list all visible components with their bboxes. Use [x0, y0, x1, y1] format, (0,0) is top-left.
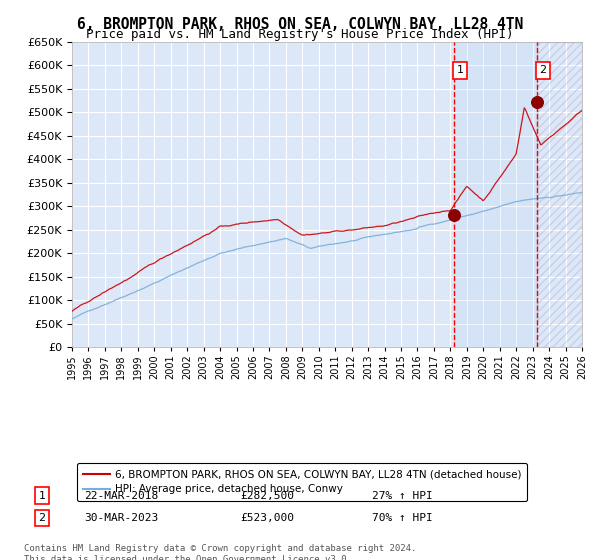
- Bar: [536, 42, 582, 347]
- Point: [449, 210, 459, 219]
- Text: Price paid vs. HM Land Registry's House Price Index (HPI): Price paid vs. HM Land Registry's House …: [86, 28, 514, 41]
- Bar: [536, 42, 582, 347]
- Text: 1: 1: [457, 65, 463, 75]
- Text: Contains HM Land Registry data © Crown copyright and database right 2024.
This d: Contains HM Land Registry data © Crown c…: [24, 544, 416, 560]
- Point: [532, 97, 541, 106]
- Text: 70% ↑ HPI: 70% ↑ HPI: [372, 513, 433, 523]
- Text: £282,500: £282,500: [240, 491, 294, 501]
- Text: 22-MAR-2018: 22-MAR-2018: [84, 491, 158, 501]
- Text: 2: 2: [38, 513, 46, 523]
- Bar: [454, 42, 536, 347]
- Text: 27% ↑ HPI: 27% ↑ HPI: [372, 491, 433, 501]
- Legend: 6, BROMPTON PARK, RHOS ON SEA, COLWYN BAY, LL28 4TN (detached house), HPI: Avera: 6, BROMPTON PARK, RHOS ON SEA, COLWYN BA…: [77, 463, 527, 501]
- Text: 6, BROMPTON PARK, RHOS ON SEA, COLWYN BAY, LL28 4TN: 6, BROMPTON PARK, RHOS ON SEA, COLWYN BA…: [77, 17, 523, 32]
- Text: 30-MAR-2023: 30-MAR-2023: [84, 513, 158, 523]
- Text: 1: 1: [38, 491, 46, 501]
- Text: 2: 2: [539, 65, 546, 75]
- Text: £523,000: £523,000: [240, 513, 294, 523]
